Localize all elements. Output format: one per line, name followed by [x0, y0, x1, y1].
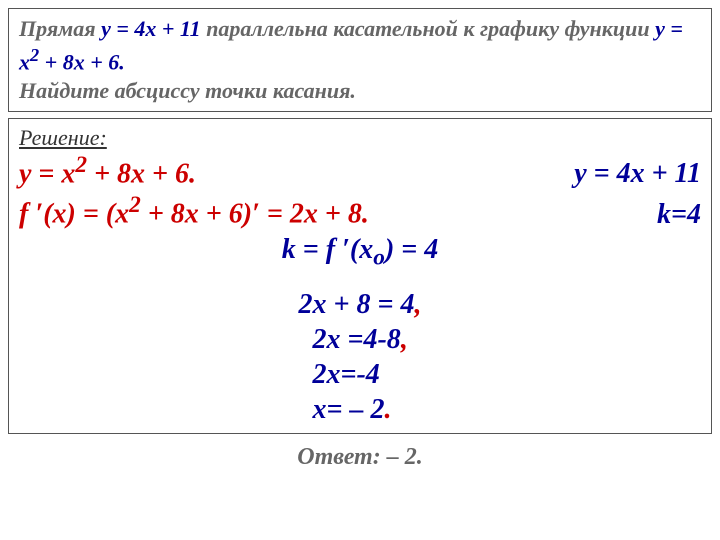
sol-left-line2-exp: 2: [129, 192, 141, 218]
step1-a: 2x + 8 = 4: [299, 289, 415, 320]
problem-task: Найдите абсциссу точки касания.: [19, 78, 356, 103]
step2: 2x =4-8,: [299, 322, 422, 357]
problem-func-exp: 2: [30, 45, 39, 65]
solution-row1: y = x2 + 8x + 6. y = 4x + 11: [19, 151, 701, 191]
answer-value: – 2.: [387, 444, 423, 470]
sol-center-k-a: k = f ′(x: [282, 234, 373, 265]
sol-center-k: k = f ′(xo) = 4: [19, 232, 701, 273]
sol-left-line1: y = x2 + 8x + 6.: [19, 151, 196, 191]
solution-body: y = x2 + 8x + 6. y = 4x + 11 f ′(x) = (x…: [19, 151, 701, 426]
step2-a: 2x =4-8: [313, 324, 401, 355]
solution-steps: 2x + 8 = 4, 2x =4-8, 2x=-4 x= – 2.: [299, 287, 422, 427]
solution-label: Решение:: [19, 125, 701, 151]
sol-right-line1: y = 4x + 11: [574, 156, 701, 191]
sol-center-k-sub: o: [373, 244, 385, 270]
answer-line: Ответ: – 2.: [8, 444, 712, 471]
answer-label: Ответ:: [297, 444, 386, 470]
spacer: [19, 273, 701, 287]
problem-line-eq: y = 4x + 11: [101, 16, 201, 41]
problem-mid1: параллельна касательной к графику функци…: [201, 16, 655, 41]
sol-left-line2-b: + 8x + 6)′ = 2x + 8.: [141, 199, 369, 230]
problem-prefix: Прямая: [19, 16, 101, 41]
step3: 2x=-4: [299, 357, 422, 392]
problem-text: Прямая y = 4x + 11 параллельна касательн…: [19, 15, 701, 105]
step1: 2x + 8 = 4,: [299, 287, 422, 322]
sol-left-line2-a: f ′(x) = (x: [19, 199, 129, 230]
step1-b: ,: [414, 289, 421, 320]
problem-panel: Прямая y = 4x + 11 параллельна касательн…: [8, 8, 712, 112]
solution-steps-wrap: 2x + 8 = 4, 2x =4-8, 2x=-4 x= – 2.: [19, 287, 701, 427]
step4-b: .: [385, 394, 392, 425]
step2-b: ,: [401, 324, 408, 355]
step4-a: x= – 2: [313, 394, 385, 425]
step4: x= – 2.: [299, 392, 422, 427]
sol-right-line2: k=4: [657, 197, 701, 232]
step3-a: 2x=-4: [313, 359, 380, 390]
sol-left-line2: f ′(x) = (x2 + 8x + 6)′ = 2x + 8.: [19, 191, 369, 231]
sol-left-line1-exp: 2: [75, 152, 87, 178]
solution-row2: f ′(x) = (x2 + 8x + 6)′ = 2x + 8. k=4: [19, 191, 701, 231]
solution-panel: Решение: y = x2 + 8x + 6. y = 4x + 11 f …: [8, 118, 712, 433]
sol-center-k-b: ) = 4: [385, 234, 438, 265]
sol-left-line1-a: y = x: [19, 158, 75, 189]
sol-left-line1-b: + 8x + 6.: [87, 158, 196, 189]
problem-func-tail: + 8x + 6.: [39, 49, 125, 74]
